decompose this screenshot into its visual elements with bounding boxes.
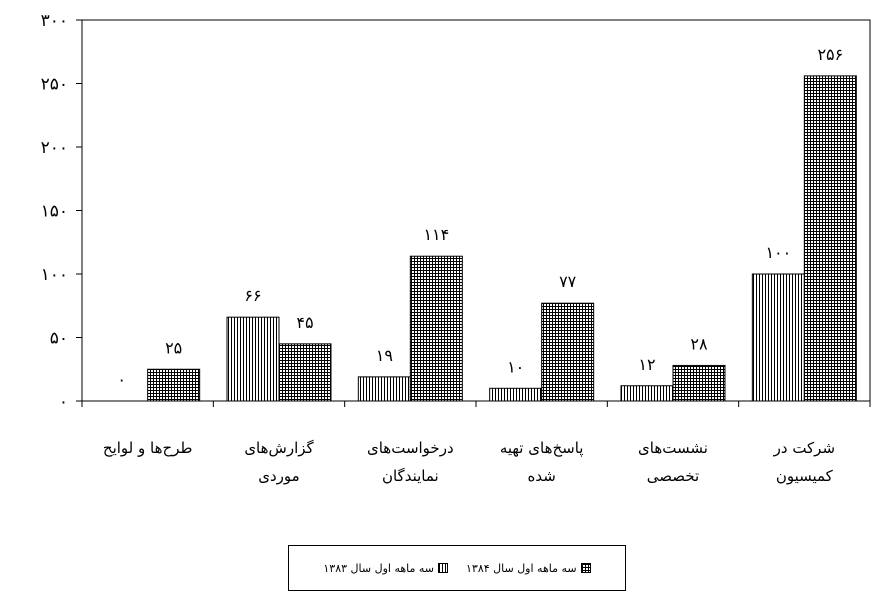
legend-item-1384: سه ماهه اول سال ۱۳۸۴ — [466, 562, 591, 575]
bar-chart: ۰ ۵۰ ۱۰۰ ۱۵۰ ۲۰۰ ۲۵۰ ۳۰۰ ۰ ۲۵ ۶۶ ۴۵ ۱۹ ۱۱۴ ۱۰ ۷۷ ۱۲ ۲۸ ۱… — [41, 11, 871, 485]
data-label: ۱۰۰ — [765, 243, 791, 262]
legend-item-1383: سه ماهه اول سال ۱۳۸۳ — [323, 562, 448, 575]
legend-label-1383: سه ماهه اول سال ۱۳۸۳ — [323, 561, 434, 575]
bar-1383 — [489, 387, 543, 402]
y-tick-label: ۲۰۰ — [41, 138, 68, 158]
x-category-label: شرکت در — [773, 439, 835, 457]
data-label: ۱۱۴ — [423, 225, 449, 244]
y-tick-label: ۰ — [59, 392, 68, 412]
legend-swatch-vertical — [438, 563, 448, 573]
bar-1384 — [672, 364, 726, 402]
data-label: ۴۵ — [296, 313, 313, 332]
data-label: ۷۷ — [559, 272, 577, 291]
x-category-label: شده — [528, 467, 556, 485]
y-tick-label: ۳۰۰ — [41, 11, 68, 31]
legend: سه ماهه اول سال ۱۳۸۳ سه ماهه اول سال ۱۳۸… — [288, 545, 626, 591]
bar-1384 — [278, 343, 332, 402]
category-labels: طرح‌ها و لوایح گزارش‌های موردی درخواست‌های ن… — [103, 439, 835, 485]
y-tick-label: ۵۰ — [50, 329, 68, 349]
x-category-label: موردی — [258, 467, 299, 485]
data-label: ۶۶ — [244, 286, 261, 305]
bar-1384 — [409, 255, 463, 402]
legend-swatch-grid — [580, 563, 591, 573]
y-tick-label: ۱۰۰ — [41, 265, 68, 285]
bar-1384 — [147, 368, 201, 402]
data-label: ۲۵ — [165, 338, 182, 357]
x-category-label: تخصصی — [647, 467, 699, 485]
data-labels: ۰ ۲۵ ۶۶ ۴۵ ۱۹ ۱۱۴ ۱۰ ۷۷ ۱۲ ۲۸ ۱۰۰ ۲۵۶ — [117, 45, 843, 389]
y-tick-label: ۲۵۰ — [41, 75, 68, 95]
bar-1383 — [620, 385, 674, 402]
bar-1384 — [803, 75, 857, 402]
data-label: ۲۵۶ — [817, 45, 843, 64]
data-label: ۱۰ — [507, 357, 524, 376]
x-category-label: کمیسیون — [776, 467, 834, 485]
x-category-label: نشست‌های — [638, 439, 708, 457]
bar-1384 — [541, 302, 595, 402]
data-label: ۱۲ — [638, 355, 655, 374]
x-category-label: درخواست‌های — [367, 439, 454, 457]
y-tick-label: ۱۵۰ — [41, 202, 68, 222]
plot-frame — [81, 19, 871, 402]
x-category-label: طرح‌ها و لوایح — [103, 439, 193, 457]
x-category-label: نمایندگان — [382, 467, 439, 485]
bar-1383 — [357, 376, 411, 402]
x-category-label: گزارش‌های — [244, 439, 314, 457]
data-label: ۱۹ — [376, 346, 393, 365]
bars — [147, 75, 857, 402]
legend-label-1384: سه ماهه اول سال ۱۳۸۴ — [466, 561, 577, 575]
data-label: ۲۸ — [690, 334, 708, 353]
bar-1383 — [226, 316, 280, 402]
x-category-label: پاسخ‌های تهیه — [500, 439, 584, 458]
bar-1383 — [751, 273, 805, 402]
data-label: ۰ — [117, 370, 126, 389]
